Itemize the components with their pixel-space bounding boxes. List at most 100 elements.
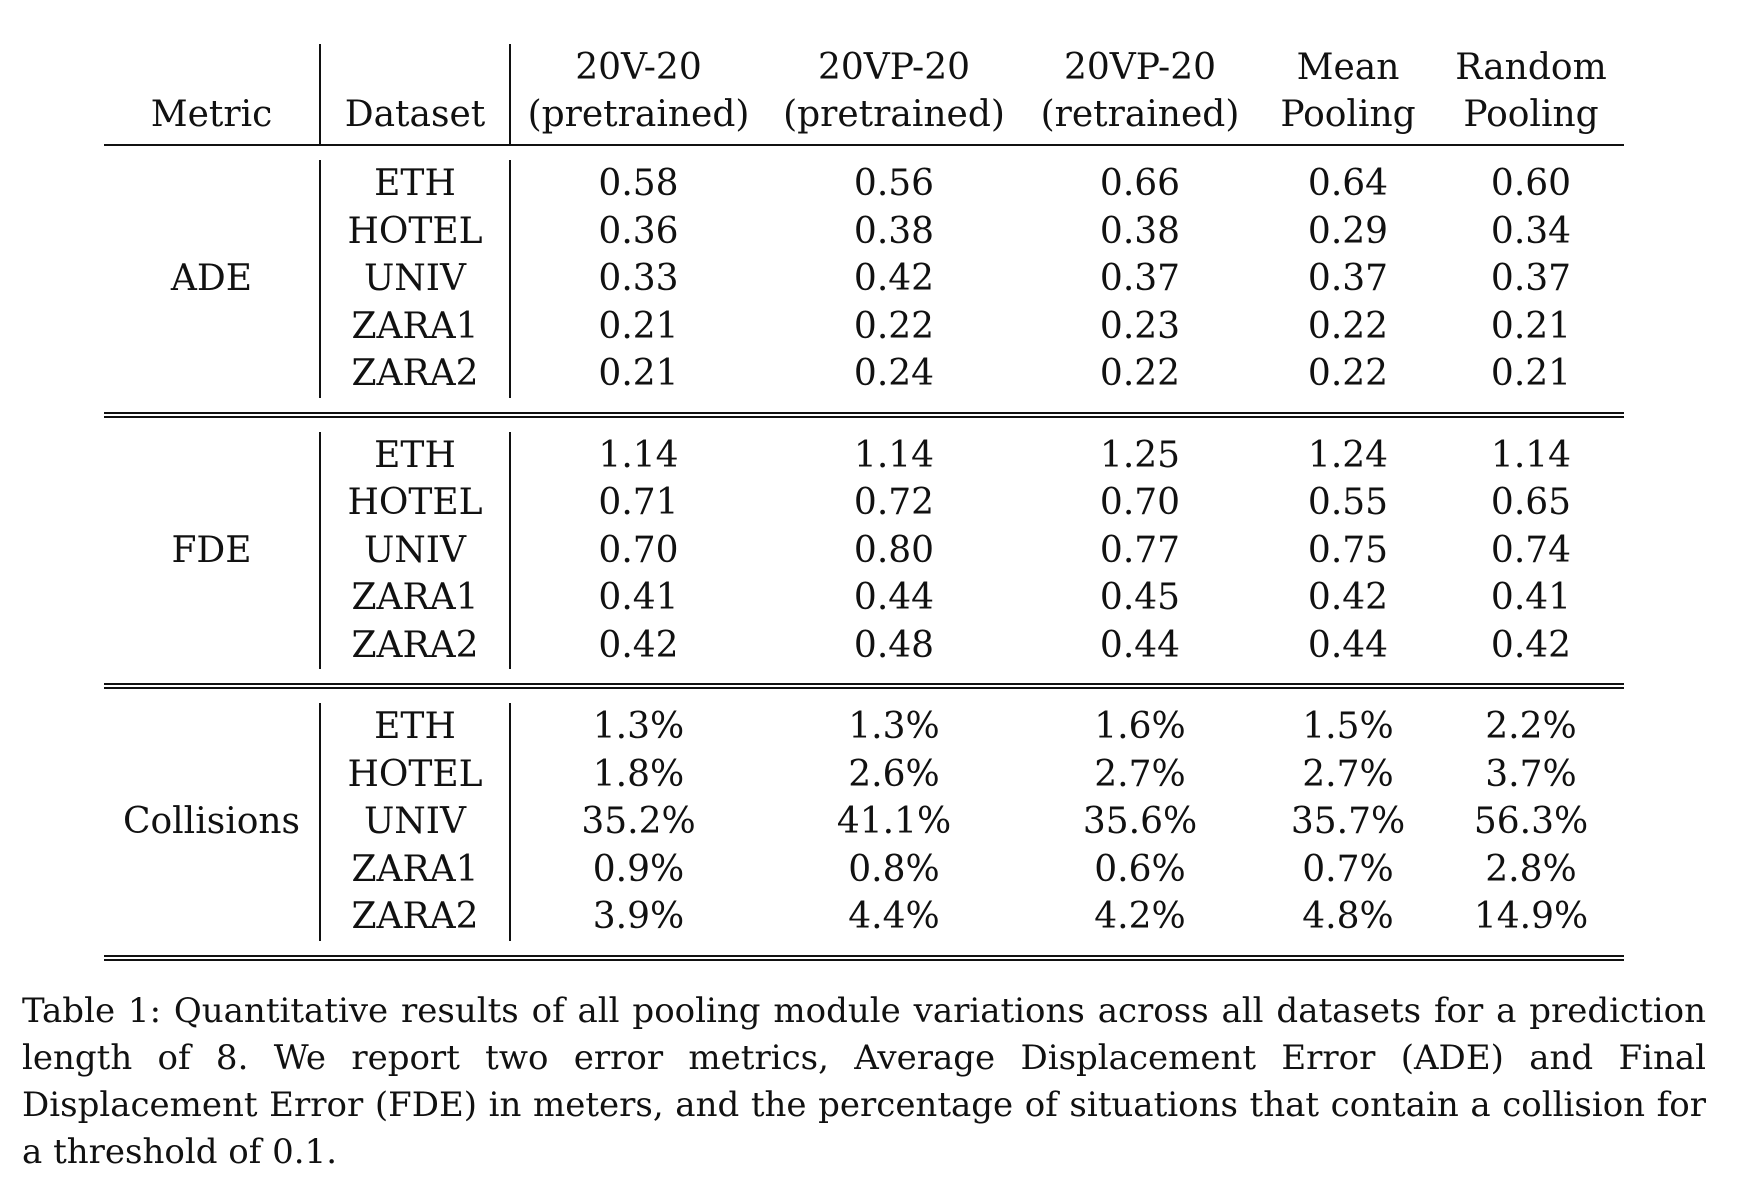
header-col-5-line-1: Random <box>1455 47 1607 88</box>
table-row: ZARA1 0.9% 0.8% 0.6% 0.7% 2.8% <box>104 845 1624 893</box>
table-row: UNIV 35.2% 41.1% 35.6% 35.7% 56.3% <box>104 798 1624 846</box>
group-spacer-top <box>104 415 1624 432</box>
value-cell: 56.3% <box>1473 801 1589 842</box>
value-cell: 0.8% <box>848 848 940 890</box>
table-row: ZARA2 0.42 0.48 0.44 0.44 0.42 <box>104 621 1624 669</box>
value-cell: 0.77 <box>1099 529 1181 571</box>
value-cell: 0.6% <box>1094 848 1186 890</box>
value-cell: 0.70 <box>1099 482 1181 523</box>
header-col-2-line-2: (pretrained) <box>783 94 1005 135</box>
value-cell: 0.24 <box>853 353 935 394</box>
value-cell: 1.6% <box>1094 706 1186 747</box>
value-cell: 4.8% <box>1302 896 1394 937</box>
value-cell: 2.8% <box>1485 848 1577 890</box>
value-cell: 0.56 <box>853 163 935 204</box>
value-cell: 1.5% <box>1302 706 1394 747</box>
value-cell: 0.7% <box>1302 848 1394 890</box>
value-cell: 0.9% <box>592 848 685 890</box>
value-cell: 0.21 <box>1490 353 1572 394</box>
value-cell: 2.6% <box>848 753 940 795</box>
table-row: UNIV 0.70 0.80 0.77 0.75 0.74 <box>104 526 1624 574</box>
header-col-1-line-2: (pretrained) <box>527 94 750 135</box>
table-row: ZARA2 3.9% 4.4% 4.2% 4.8% 14.9% <box>104 893 1624 941</box>
value-cell: 1.14 <box>1490 434 1572 476</box>
value-cell: 0.21 <box>1490 305 1572 347</box>
group-spacer-top <box>104 686 1624 703</box>
value-cell: 0.21 <box>598 353 679 394</box>
dataset-cell: UNIV <box>320 526 511 574</box>
table-caption: Table 1: Quantitative results of all poo… <box>22 991 1706 1172</box>
value-cell: 1.14 <box>598 434 679 476</box>
value-cell: 4.4% <box>848 896 940 937</box>
value-cell: 0.22 <box>1099 353 1181 394</box>
value-cell: 0.22 <box>853 305 935 347</box>
dataset-cell: UNIV <box>320 255 511 303</box>
header-dataset: Dataset <box>320 91 511 145</box>
header-col-5-line-2: Pooling <box>1463 94 1599 135</box>
value-cell: 0.22 <box>1307 305 1389 347</box>
group-double-rule <box>104 398 1624 415</box>
value-cell: 0.70 <box>598 529 679 571</box>
value-cell: 1.8% <box>592 753 685 795</box>
group-double-rule <box>104 669 1624 686</box>
dataset-cell: ZARA2 <box>320 350 511 398</box>
group-spacer-top <box>104 145 1624 160</box>
value-cell: 0.29 <box>1307 210 1389 252</box>
value-cell: 0.38 <box>1099 210 1181 252</box>
value-cell: 41.1% <box>836 801 952 842</box>
value-cell: 1.14 <box>853 434 935 476</box>
metric-label: Collisions <box>104 703 321 941</box>
value-cell: 1.25 <box>1099 434 1181 476</box>
value-cell: 3.9% <box>592 896 685 937</box>
value-cell: 0.38 <box>853 210 935 252</box>
table-row: UNIV 0.33 0.42 0.37 0.37 0.37 <box>104 255 1624 303</box>
value-cell: 0.74 <box>1490 529 1572 571</box>
value-cell: 1.3% <box>848 706 940 747</box>
header-col-2-line-1: 20VP-20 <box>817 47 971 88</box>
value-cell: 0.42 <box>853 258 935 299</box>
value-cell: 0.58 <box>598 163 679 204</box>
value-cell: 0.75 <box>1307 529 1389 571</box>
value-cell: 0.64 <box>1307 163 1389 204</box>
value-cell: 0.42 <box>1307 577 1389 618</box>
value-cell: 35.6% <box>1082 801 1198 842</box>
dataset-cell: UNIV <box>320 798 511 846</box>
metric-label: FDE <box>104 431 321 669</box>
value-cell: 0.65 <box>1490 482 1572 523</box>
value-cell: 0.21 <box>598 305 679 347</box>
table-row: ZARA2 0.21 0.24 0.22 0.22 0.21 <box>104 350 1624 398</box>
value-cell: 1.3% <box>592 706 685 747</box>
value-cell: 0.44 <box>853 577 935 618</box>
results-table: 20V-20 20VP-20 20VP-20 Mean Random Metri… <box>104 44 1624 961</box>
header-col-3-line-1: 20VP-20 <box>1063 47 1217 88</box>
value-cell: 0.60 <box>1490 163 1572 204</box>
value-cell: 0.66 <box>1099 163 1181 204</box>
value-cell: 2.7% <box>1094 753 1186 795</box>
value-cell: 0.72 <box>853 482 935 523</box>
value-cell: 4.2% <box>1094 896 1186 937</box>
dataset-cell: HOTEL <box>320 479 511 527</box>
value-cell: 35.7% <box>1290 801 1406 842</box>
header-col-4-line-1: Mean <box>1296 47 1400 88</box>
value-cell: 0.80 <box>853 529 935 571</box>
value-cell: 2.2% <box>1485 706 1577 747</box>
value-cell: 0.42 <box>598 624 679 666</box>
value-cell: 2.7% <box>1302 753 1394 795</box>
table-row: HOTEL 0.71 0.72 0.70 0.55 0.65 <box>104 479 1624 527</box>
value-cell: 1.24 <box>1307 434 1389 476</box>
value-cell: 0.44 <box>1099 624 1181 666</box>
value-cell: 14.9% <box>1473 896 1589 937</box>
table-row: ZARA1 0.41 0.44 0.45 0.42 0.41 <box>104 574 1624 622</box>
table-row: HOTEL 1.8% 2.6% 2.7% 2.7% 3.7% <box>104 750 1624 798</box>
value-cell: 0.41 <box>598 577 679 618</box>
dataset-cell: ZARA1 <box>320 574 511 622</box>
table-row: ADE ETH 0.58 0.56 0.66 0.64 0.60 <box>104 160 1624 398</box>
table-body: ADE ETH 0.58 0.56 0.66 0.64 0.60 HOTEL 0.36 0.38 0… <box>104 145 1624 958</box>
value-cell: 0.23 <box>1099 305 1181 347</box>
dataset-cell: ZARA1 <box>320 845 511 893</box>
header-col-4-line-2: Pooling <box>1280 94 1416 135</box>
table-row: Collisions ETH 1.3% 1.3% 1.6% 1.5% 2.2% <box>104 703 1624 941</box>
value-cell: 0.36 <box>598 210 679 252</box>
dataset-cell: ETH <box>320 160 511 208</box>
value-cell: 0.33 <box>598 258 679 299</box>
